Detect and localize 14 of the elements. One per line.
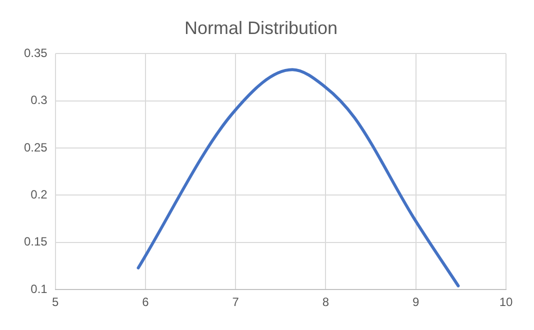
y-tick-label: 0.3 — [30, 93, 48, 108]
y-tick-label: 0.2 — [30, 188, 48, 202]
chart-title: Normal Distribution — [184, 18, 338, 38]
y-tick-label: 0.1 — [30, 282, 48, 296]
y-tick-label: 0.15 — [24, 234, 48, 249]
x-tick-label: 8 — [322, 295, 330, 310]
x-tick-label: 6 — [142, 295, 150, 310]
y-tick-label: 0.25 — [24, 140, 48, 154]
x-tick-label: 7 — [232, 295, 240, 310]
x-tick-label: 5 — [52, 295, 60, 310]
y-tick-label: 0.35 — [24, 46, 48, 60]
x-tick-label: 10 — [499, 295, 513, 310]
x-tick-label: 9 — [412, 295, 420, 310]
line-series — [136, 68, 460, 288]
